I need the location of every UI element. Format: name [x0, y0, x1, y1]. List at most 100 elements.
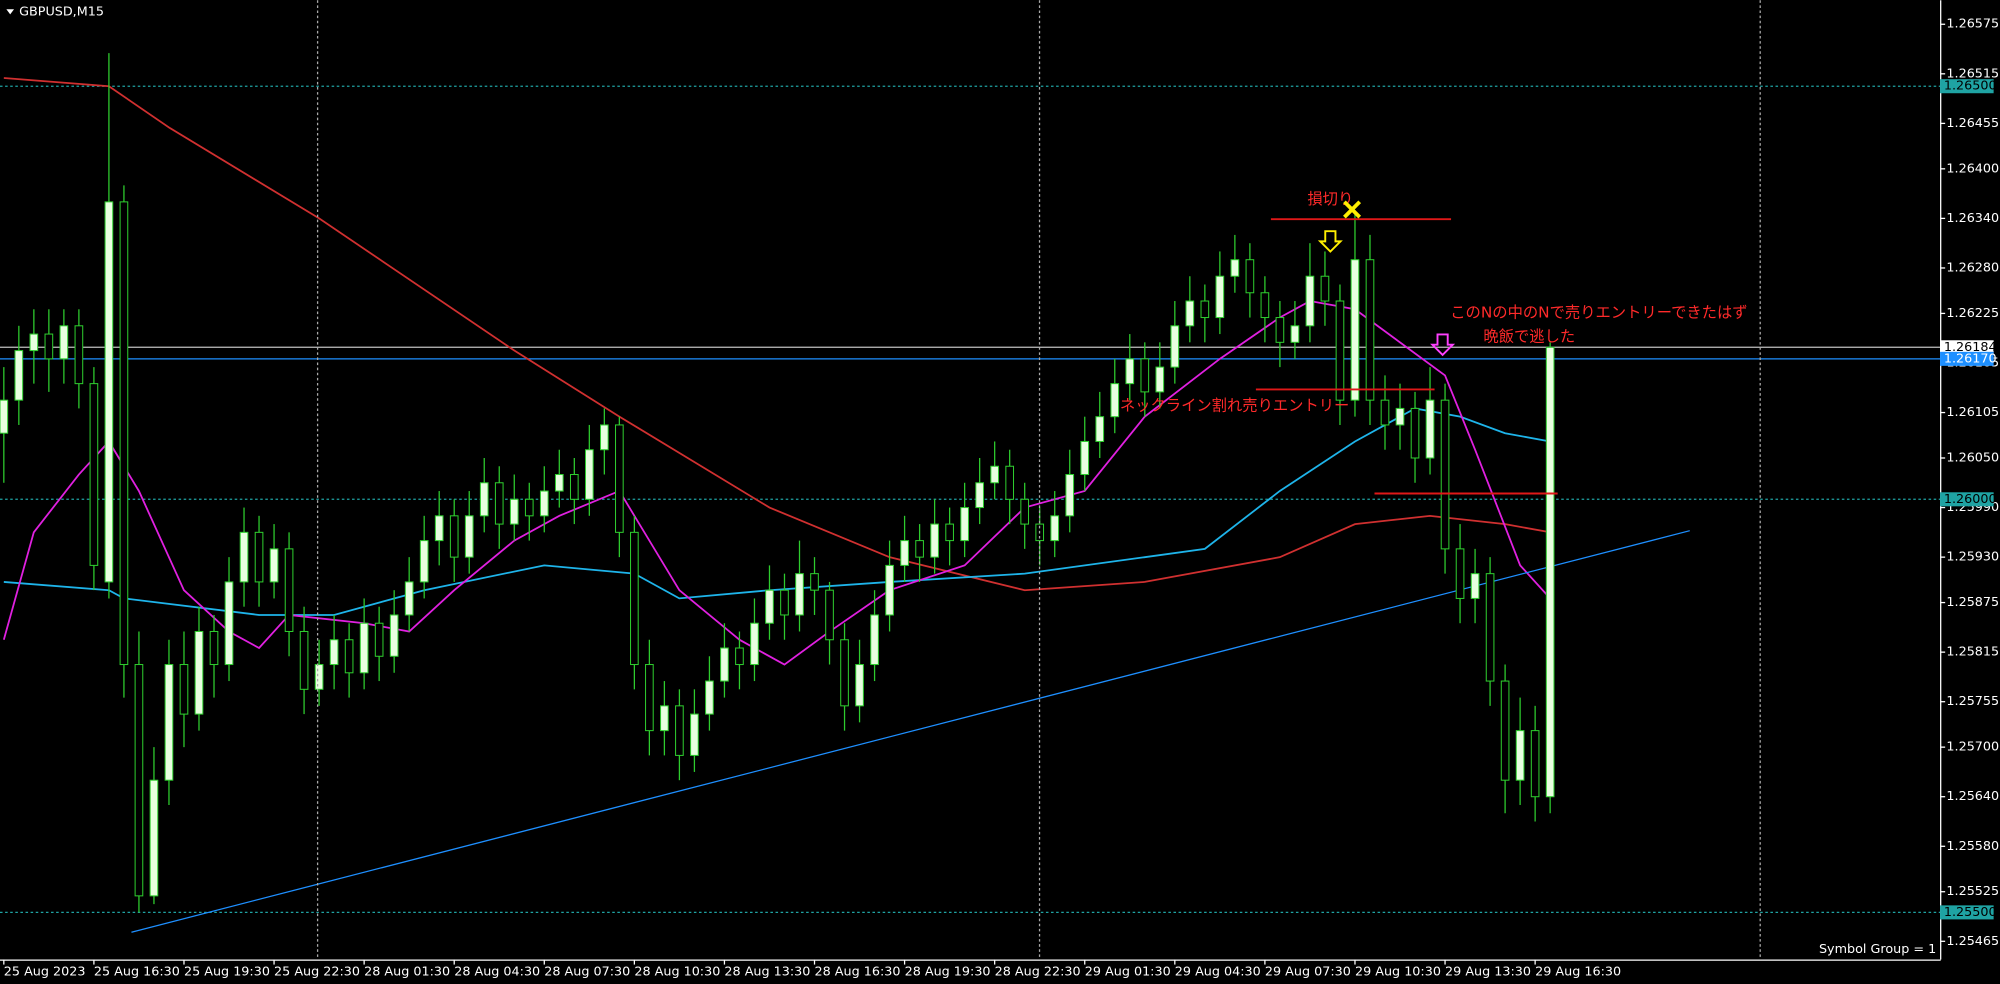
- candle-body: [1185, 300, 1195, 327]
- candle-body: [720, 647, 729, 682]
- y-tick-label: 1.26515: [1946, 66, 1999, 81]
- candle-body: [479, 482, 489, 517]
- candle-body: [645, 664, 654, 732]
- candle-body: [690, 713, 699, 756]
- y-tick-label: 1.25815: [1946, 645, 1999, 660]
- candle-body: [1545, 346, 1555, 798]
- price-level-box: [1940, 340, 1994, 355]
- candle-body: [1500, 680, 1510, 781]
- candle-body: [1275, 317, 1285, 343]
- price-level-label: 1.26500: [1944, 79, 1997, 94]
- candle-body: [134, 664, 144, 897]
- candle-body: [344, 639, 354, 674]
- candle-body: [840, 639, 849, 707]
- y-tick-label: 1.26400: [1946, 161, 1999, 176]
- annotation: 損切り: [1307, 190, 1353, 208]
- candle-body: [945, 523, 954, 542]
- candle-body: [314, 664, 324, 690]
- candle-body: [464, 515, 474, 558]
- candle-body: [1080, 440, 1090, 476]
- price-level-label: 1.25500: [1944, 905, 1997, 920]
- candle-body: [855, 664, 864, 707]
- candle-body: [825, 589, 834, 641]
- candle-body: [1095, 416, 1105, 442]
- candle-body: [224, 581, 234, 666]
- candle-body: [194, 630, 204, 715]
- candle-body: [1200, 300, 1210, 319]
- candle-body: [239, 531, 249, 583]
- x-tick-label: 29 Aug 01:30: [1085, 965, 1171, 980]
- candle-body: [1305, 275, 1315, 327]
- candle-body: [885, 564, 894, 616]
- annotation: このNの中のNで売りエントリーできたはず: [1450, 303, 1747, 321]
- candle-body: [1350, 259, 1360, 401]
- candle-body: [810, 573, 819, 591]
- symbol-label: GBPUSD,M15: [19, 4, 104, 19]
- candle-body: [1020, 498, 1030, 525]
- candle-body: [299, 630, 309, 690]
- candle-body: [960, 507, 969, 542]
- x-tick-label: 29 Aug 13:30: [1445, 965, 1531, 980]
- plot: [0, 53, 1941, 933]
- candle-body: [1110, 383, 1120, 418]
- candle-body: [539, 490, 549, 517]
- candle-body: [1395, 407, 1405, 426]
- candle-body: [179, 664, 189, 715]
- candle-body: [1260, 292, 1270, 319]
- candle-body: [1140, 358, 1150, 393]
- price-level-label: 1.26000: [1944, 492, 1997, 507]
- x-tick-label: 29 Aug 07:30: [1265, 965, 1351, 980]
- x-tick-label: 29 Aug 16:30: [1535, 965, 1621, 980]
- candle-body: [59, 325, 69, 360]
- candle-body: [1155, 366, 1165, 393]
- x-tick-label: 28 Aug 07:30: [544, 965, 630, 980]
- candle-body: [254, 531, 264, 583]
- trendline: [131, 530, 1690, 933]
- candle-body: [1050, 515, 1060, 542]
- y-tick-label: 1.26455: [1946, 116, 1999, 131]
- candle-body: [1335, 300, 1345, 401]
- footer: Symbol Group = 1: [1819, 942, 1936, 957]
- candle-body: [509, 498, 519, 525]
- candle-body: [494, 482, 504, 525]
- y-tick-label: 1.26050: [1946, 450, 1999, 465]
- candle-body: [0, 399, 9, 434]
- y-tick-label: 1.26340: [1946, 211, 1999, 226]
- y-tick-label: 1.26280: [1946, 260, 1999, 275]
- candle-body: [269, 548, 279, 583]
- down-arrow: [1317, 230, 1343, 253]
- price-level-box: [1940, 905, 1994, 920]
- candle-body: [569, 474, 579, 500]
- candle-body: [419, 540, 429, 583]
- candle-body: [870, 614, 879, 666]
- x-tick-label: 29 Aug 10:30: [1355, 965, 1441, 980]
- candle-body: [1125, 358, 1135, 385]
- y-tick-label: 1.25465: [1946, 934, 1999, 949]
- candle-body: [389, 614, 399, 657]
- candle-body: [1380, 399, 1390, 426]
- candle-body: [329, 639, 339, 666]
- annotation: 晩飯で逃した: [1483, 328, 1575, 346]
- y-tick-label: 1.25875: [1946, 595, 1999, 610]
- candle-body: [524, 498, 534, 517]
- x-tick-label: 28 Aug 01:30: [364, 965, 450, 980]
- candle-body: [765, 589, 774, 624]
- x-tick-label: 28 Aug 04:30: [454, 965, 540, 980]
- candle-body: [599, 424, 609, 451]
- menu-triangle[interactable]: [6, 9, 15, 15]
- y-tick-label: 1.26225: [1946, 306, 1999, 321]
- candle-body: [1065, 474, 1075, 517]
- candle-body: [615, 424, 624, 533]
- cross-mark: [1343, 200, 1362, 219]
- candle-body: [119, 201, 129, 666]
- x-tick-label: 29 Aug 04:30: [1175, 965, 1261, 980]
- candle-body: [584, 449, 594, 500]
- candle-body: [434, 515, 444, 542]
- price-level-box: [1940, 351, 1994, 366]
- candle-body: [795, 573, 804, 616]
- x-tick-label: 25 Aug 19:30: [184, 965, 270, 980]
- price-level-box: [1940, 492, 1994, 507]
- candle-body: [449, 515, 459, 558]
